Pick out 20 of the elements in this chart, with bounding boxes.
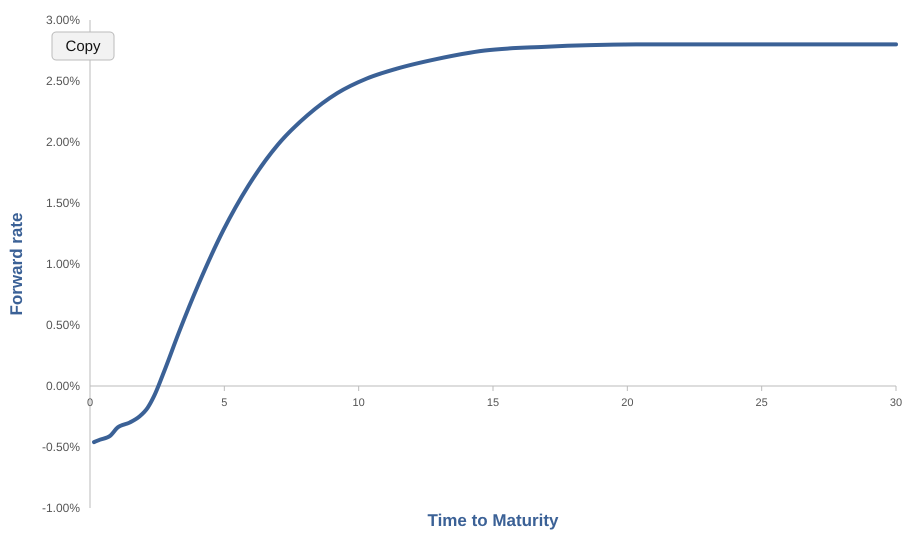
y-tick-label: 1.00% <box>46 257 80 272</box>
x-tick-label: 10 <box>352 397 365 409</box>
x-tick-label: 30 <box>890 397 902 409</box>
y-tick-label: 2.00% <box>46 135 80 150</box>
x-tick-label: 0 <box>86 397 94 409</box>
y-tick-label: 1.50% <box>46 196 80 210</box>
x-tick-label: 20 <box>621 397 634 409</box>
x-tick-label: 25 <box>756 397 768 409</box>
x-axis-title: Time to Maturity <box>428 511 560 530</box>
y-tick-label: 3.00% <box>46 13 80 28</box>
y-tick-label: 2.50% <box>46 74 80 88</box>
copy-button: Copy <box>52 32 114 60</box>
x-tick-label: 15 <box>486 397 500 409</box>
x-tick-label: 5 <box>221 397 228 409</box>
y-axis-title: Forward rate <box>7 212 26 316</box>
y-tick-label: 0.00% <box>46 379 80 394</box>
y-tick-label: -0.50% <box>42 440 80 454</box>
y-tick-label: 0.50% <box>46 318 80 332</box>
annotation: Copy <box>65 38 101 55</box>
y-tick-label: -1.00% <box>42 501 80 516</box>
